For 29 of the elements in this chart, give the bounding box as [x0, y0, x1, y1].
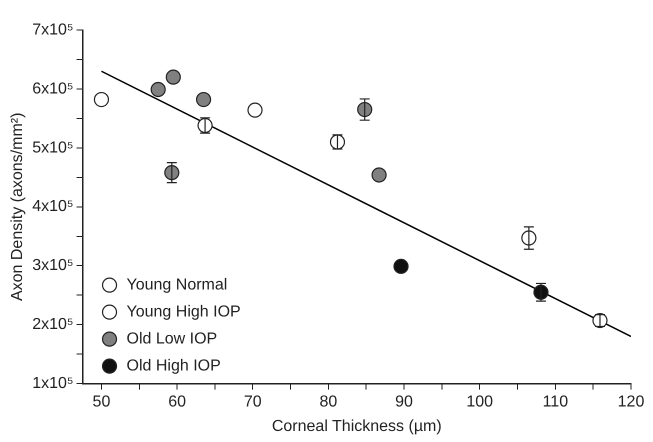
point: [393, 258, 409, 274]
point: [94, 92, 110, 108]
y-tick-label: 2x10⁵: [32, 316, 74, 334]
point: [371, 167, 387, 183]
x-tick-label: 50: [92, 394, 110, 411]
legend-label: Old Low IOP: [126, 330, 218, 348]
legend-label: Old High IOP: [126, 358, 221, 375]
y-tick-label: 5x10⁵: [32, 139, 74, 156]
x-tick-label: 60: [168, 394, 186, 411]
point: [150, 82, 166, 98]
legend-label: Young High IOP: [126, 304, 241, 321]
legend-label: Young Normal: [126, 276, 228, 294]
y-tick-label: 1x10⁵: [32, 375, 74, 392]
y-tick-label: 4x10⁵: [32, 198, 74, 216]
x-axis-title: Corneal Thickness (µm): [272, 418, 442, 435]
y-tick-label: 3x10⁵: [32, 257, 74, 274]
x-tick-label: 120: [618, 394, 644, 411]
y-tick-label: 7x10⁵: [32, 21, 74, 38]
point: [521, 230, 536, 246]
y-axis-title: Axon Density (axons/mm²): [9, 112, 26, 302]
y-tick-label: 6x10⁵: [32, 80, 74, 98]
x-tick-label: 100: [466, 394, 494, 411]
point: [196, 92, 212, 108]
x-tick-label: 70: [244, 394, 262, 411]
x-tick-label: 80: [319, 394, 338, 411]
point: [247, 102, 263, 118]
x-tick-label: 90: [395, 394, 414, 411]
x-tick-label: 110: [542, 394, 568, 411]
point: [166, 70, 181, 85]
